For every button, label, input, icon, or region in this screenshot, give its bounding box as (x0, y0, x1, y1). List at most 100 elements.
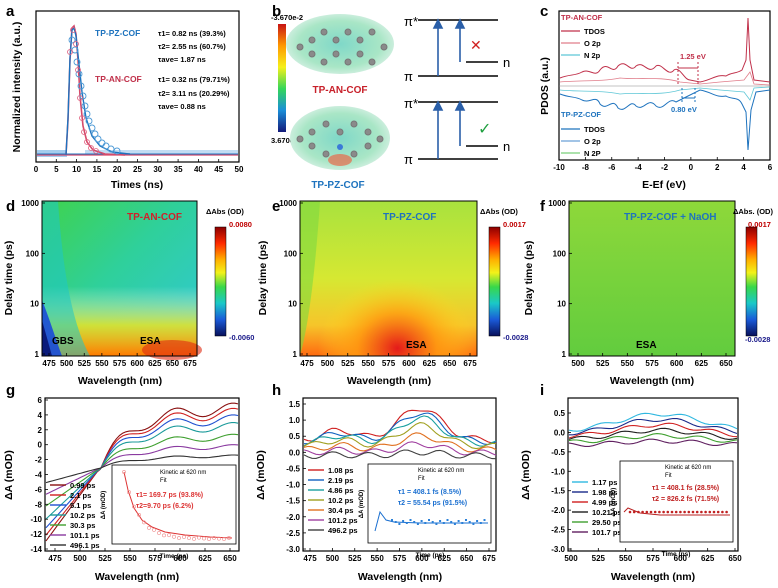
panel-a-an-t2: τ2= 3.11 ns (20.29%) (158, 89, 230, 98)
panel-f-xlabel: Wavelength (nm) (610, 375, 694, 387)
panel-c-xlabel: E-Ef (eV) (642, 179, 686, 191)
panel-e-xtick: 600 (402, 359, 416, 368)
i-inset-point (687, 510, 691, 514)
panel-i-xtick: 500 (564, 554, 578, 563)
panel-d-xtick: 625 (148, 359, 162, 368)
panel-f-xtick: 650 (719, 359, 733, 368)
panel-g-ytick: -12 (30, 530, 42, 539)
panel-f-xtick: 575 (645, 359, 659, 368)
panel-e-ytick: 100 (284, 249, 298, 258)
level-pistar-top: π* (404, 14, 418, 29)
panel-letter-e: e (272, 198, 280, 215)
i-inset-point (712, 510, 716, 514)
i-inset-fit2: τ2 = 826.2 fs (71.5%) (652, 496, 719, 503)
h-inset-point (446, 519, 449, 521)
g-inset-point (147, 526, 151, 530)
i-inset-point (691, 510, 695, 514)
panel-a: TP-PZ-COF τ1= 0.82 ns (39.3%) τ2= 2.55 n… (11, 10, 244, 191)
panel-i-xtick: 575 (646, 554, 660, 563)
panel-e-ylabel: Delay time (ps) (257, 241, 269, 316)
panel-f-xtick: 600 (670, 359, 684, 368)
panel-d-esa: ESA (140, 336, 161, 347)
g-inset-point (202, 536, 206, 541)
h-spectrum-1 (304, 412, 497, 446)
panel-letter-f: f (540, 198, 546, 215)
h-inset-point (442, 522, 445, 524)
i-inset-point (695, 510, 699, 514)
i-inset-fit1: τ1 = 408.1 fs (28.5%) (652, 485, 719, 492)
panel-f-xtick: 550 (621, 359, 635, 368)
h-legend-item: 101.2 ps (328, 516, 358, 525)
i-spectrum-3 (568, 427, 738, 440)
i-inset-point (708, 510, 712, 514)
h-inset-point (483, 519, 486, 521)
panel-d-cbar-max: 0.0080 (229, 220, 252, 229)
panel-e-title: TP-PZ-COF (383, 212, 436, 223)
level-pi-bottom: π (404, 152, 413, 167)
panel-h-ytick: 0.5 (289, 432, 301, 441)
g-legend-item: 5.1 ps (70, 501, 91, 510)
i-inset-point (653, 510, 657, 514)
panel-a-xtick: 20 (113, 165, 122, 174)
molecule-pz-surface (290, 106, 390, 170)
panel-f-esa: ESA (636, 340, 657, 351)
panel-a-xtick: 45 (214, 165, 223, 174)
panel-e-cbar-title: ΔAbs (OD) (480, 207, 518, 216)
panel-e-cbar-max: 0.0017 (503, 220, 526, 229)
panel-g-ylabel: ΔA (mOD) (3, 450, 15, 500)
panel-h-ytick: -0.5 (286, 464, 300, 473)
h-inset-point (398, 523, 401, 525)
i-legend-item: 1.98 ps (592, 488, 617, 497)
g-inset-point (192, 537, 196, 541)
panel-d-ylabel: Delay time (ps) (3, 241, 15, 316)
h-inset-point (457, 520, 460, 522)
panel-i-ytick: -2.5 (551, 526, 565, 535)
panel-d-xlabel: Wavelength (nm) (78, 375, 162, 387)
h-spectrum-6 (303, 449, 497, 460)
panel-i-ytick: -1.5 (551, 487, 565, 496)
panel-g-ytick: 2 (38, 426, 43, 435)
panel-letter-g: g (6, 382, 15, 399)
h-inset-point (450, 521, 453, 523)
h-inset-point (476, 520, 479, 522)
panel-d-xtick: 525 (78, 359, 92, 368)
legend-bottom-title: TP-PZ-COF (561, 110, 601, 119)
panel-letter-d: d (6, 198, 15, 215)
panel-a-pz-tave: τave= 1.87 ns (158, 55, 206, 64)
panel-i-ytick: -0.5 (551, 448, 565, 457)
panel-letter-c: c (540, 3, 548, 20)
panel-i-ytick: -2.0 (551, 506, 565, 515)
i-spectrum-4 (568, 433, 738, 444)
panel-e-cbar-min: -0.0028 (503, 333, 528, 342)
g-inset-point (142, 520, 146, 525)
panel-c-xtick: 0 (689, 163, 694, 172)
panel-e-xtick: 675 (463, 359, 477, 368)
panel-b: -3.670e-2 3.670e-2 TP-AN-COF TP-PZ-COF (271, 13, 510, 191)
panel-c-xtick: -6 (608, 163, 616, 172)
panel-i-xtick: 625 (701, 554, 715, 563)
panel-d-ytick: 1 (35, 350, 40, 359)
panel-c: 1.25 eV 0.80 eV TP-AN-COF TDOS O 2p N 2p… (539, 10, 773, 191)
panel-g-xtick: 525 (98, 554, 112, 563)
g-legend-item: 10.2 ps (70, 511, 95, 520)
h-inset-point (409, 519, 412, 521)
panel-a-xtick: 50 (235, 165, 244, 174)
molecule-pz-label: TP-PZ-COF (311, 180, 364, 191)
g-inset-xlabel: Time (ps) (160, 553, 189, 560)
g-inset-point (227, 536, 231, 540)
panel-letter-a: a (6, 3, 15, 20)
panel-e-esa: ESA (406, 340, 427, 351)
g-inset-fit2: τ2=9.70 ps (6.2%) (136, 503, 193, 510)
panel-g-ytick: 0 (38, 441, 43, 450)
h-spectrum-5 (303, 441, 497, 456)
h-inset-point (402, 520, 405, 522)
panel-d-ytick: 100 (26, 249, 40, 258)
panel-g-xtick: 500 (73, 554, 87, 563)
i-inset-point (716, 510, 720, 514)
panel-g-ytick: -4 (35, 471, 43, 480)
i-spectrum-1 (569, 417, 738, 436)
panel-g-ytick: -6 (35, 485, 43, 494)
h-inset-point (416, 523, 419, 525)
i-legend-item: 29.50 ps (592, 518, 622, 527)
panel-a-an-name: TP-AN-COF (95, 74, 142, 84)
